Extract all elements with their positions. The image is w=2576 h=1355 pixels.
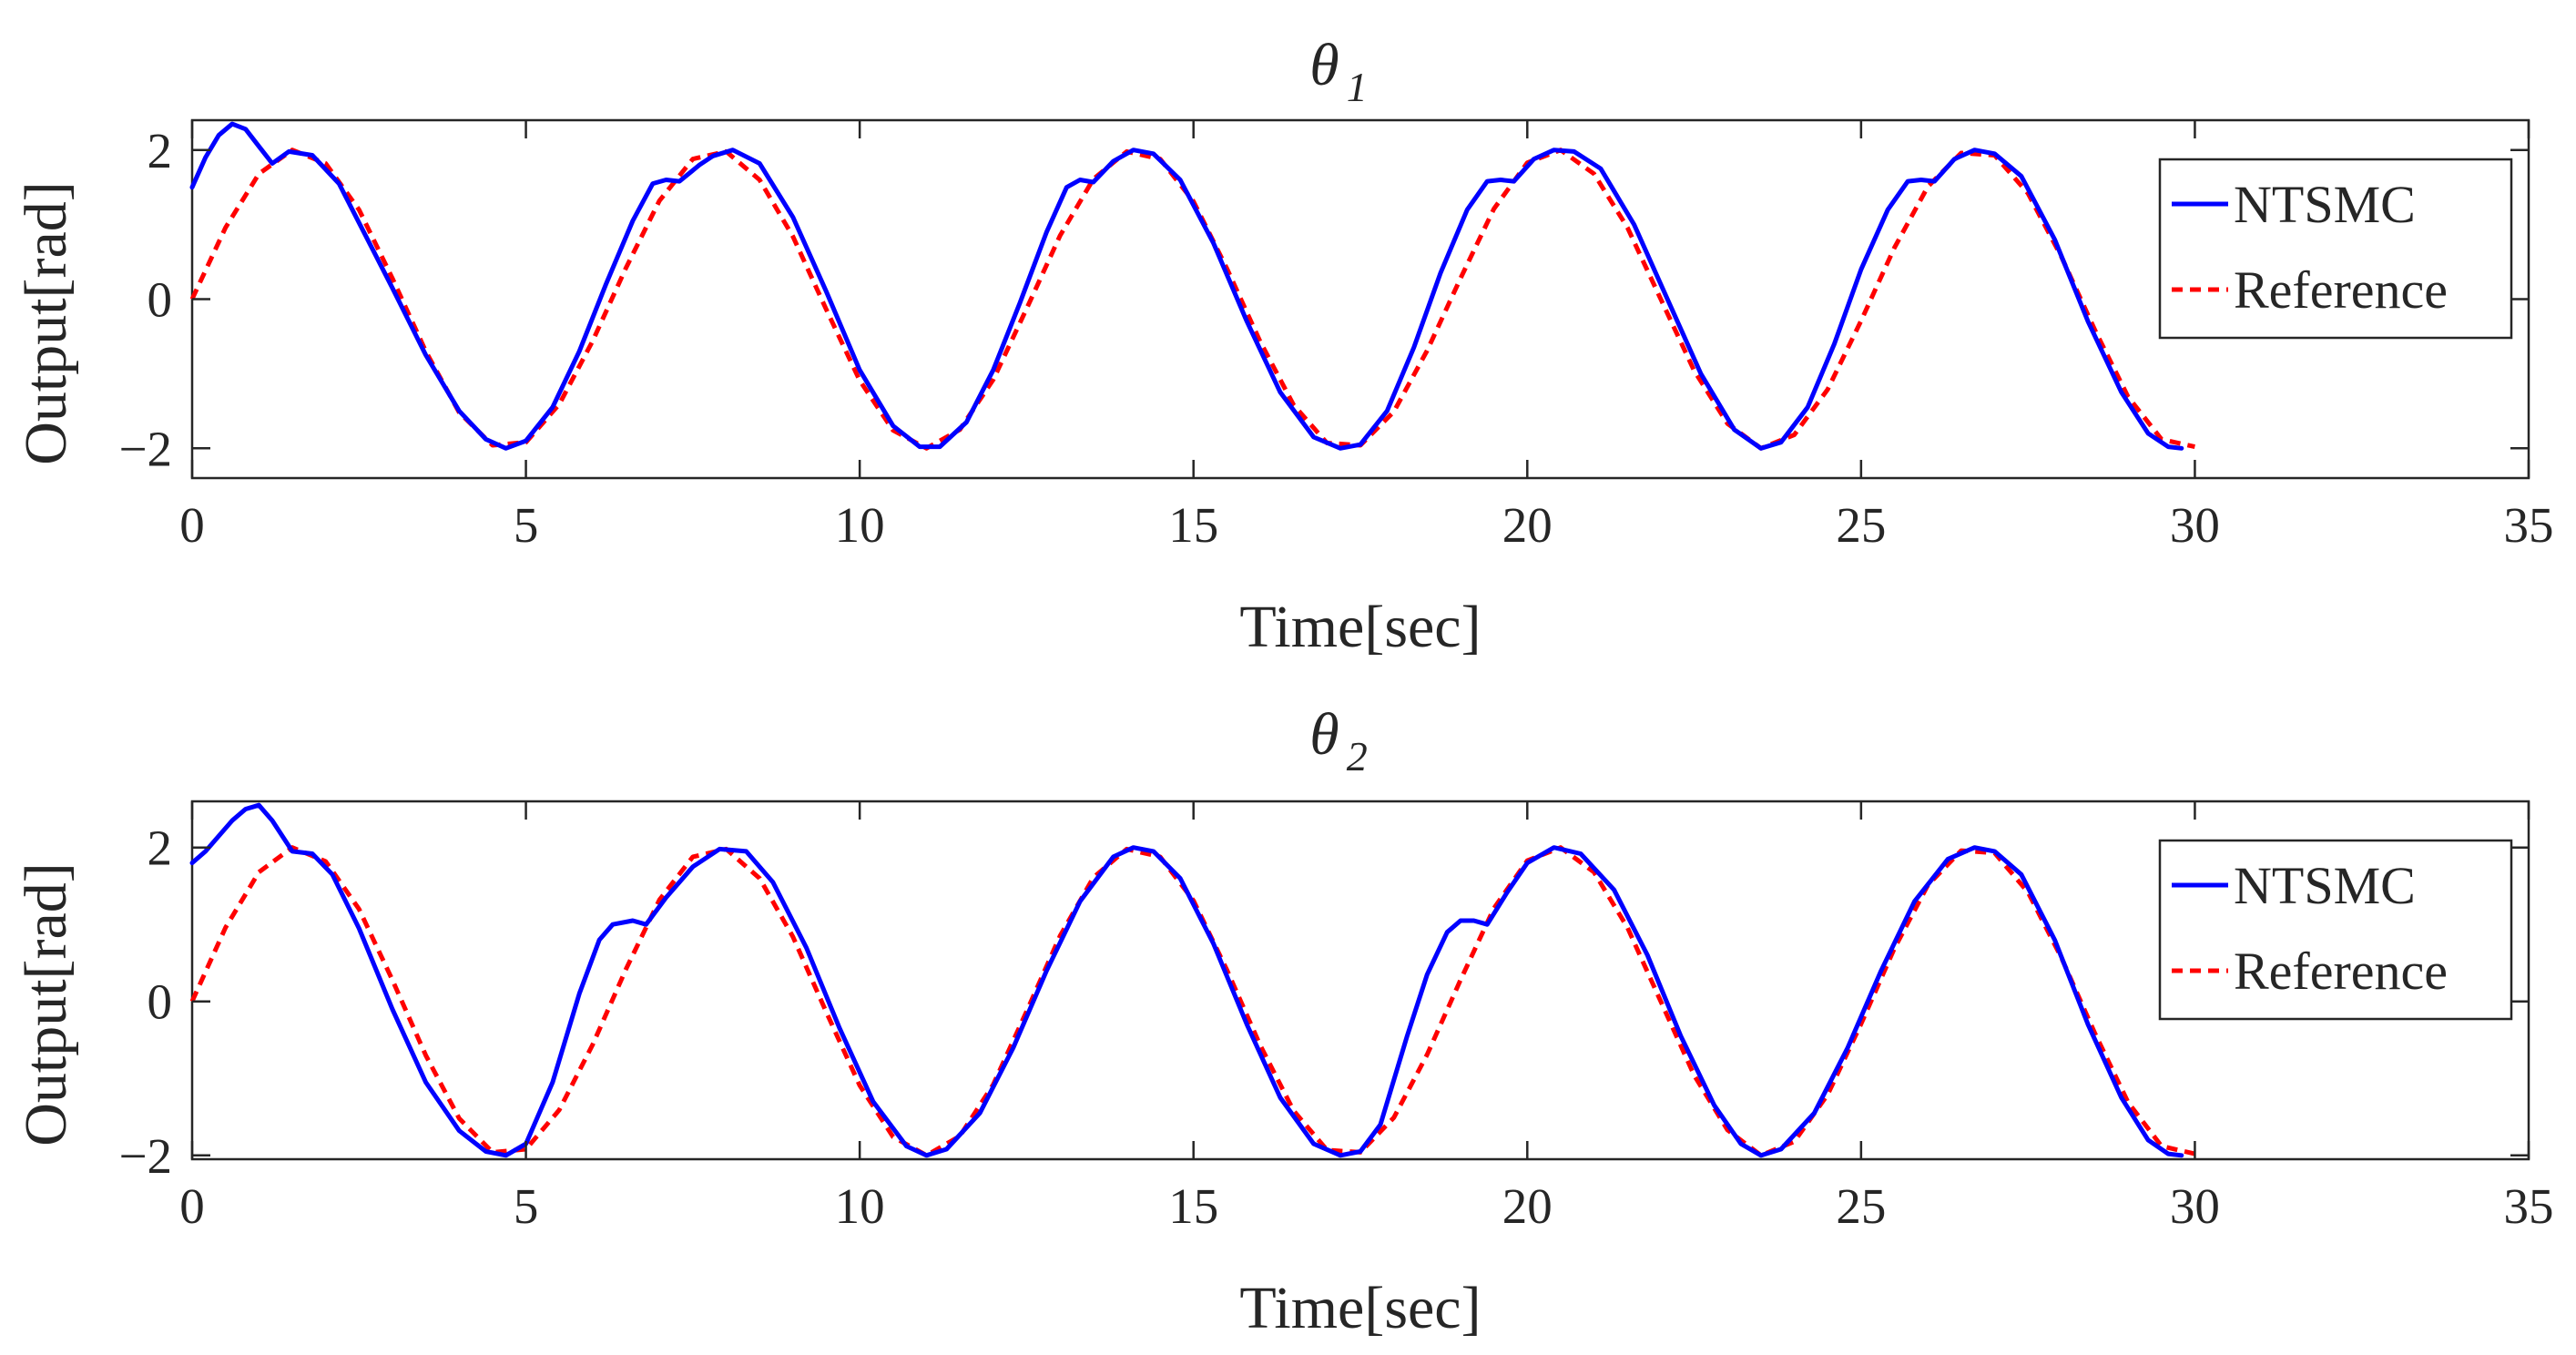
x-tick-label: 30 bbox=[2170, 1178, 2220, 1234]
ticks-layer: 0 5 10 15 20 25 30 35−202 bbox=[118, 801, 2554, 1234]
chart-title-symbol: θ bbox=[1309, 32, 1339, 98]
legend-label-reference: Reference bbox=[2234, 260, 2448, 320]
x-tick-label: 10 bbox=[835, 1178, 885, 1234]
y-axis-label: Output[rad] bbox=[13, 862, 79, 1146]
chart-title-subscript: 1 bbox=[1347, 64, 1368, 110]
y-tick-label: −2 bbox=[118, 421, 172, 476]
series-layer bbox=[189, 802, 2195, 1158]
x-tick-label: 5 bbox=[514, 1178, 539, 1234]
series-layer bbox=[189, 121, 2195, 451]
legend-box bbox=[2158, 158, 2513, 340]
ticks-layer: 0 5 10 15 20 25 30 35−202 bbox=[118, 120, 2554, 553]
x-tick-label: 0 bbox=[179, 497, 205, 553]
x-tick-label: 20 bbox=[1502, 1178, 1553, 1234]
y-tick-label: 0 bbox=[148, 272, 173, 328]
legend-label-reference: Reference bbox=[2234, 942, 2448, 1001]
x-axis-label: Time[sec] bbox=[1239, 594, 1481, 660]
legend-label-ntsmc: NTSMC bbox=[2234, 175, 2416, 234]
x-tick-label: 25 bbox=[1836, 497, 1886, 553]
x-tick-label: 25 bbox=[1836, 1178, 1886, 1234]
legend: NTSMC Reference bbox=[2158, 158, 2513, 340]
y-tick-label: 0 bbox=[148, 974, 173, 1030]
y-axis-label: Output[rad] bbox=[13, 181, 79, 465]
plot-area bbox=[190, 800, 2530, 1161]
x-tick-label: 35 bbox=[2504, 497, 2554, 553]
x-tick-label: 15 bbox=[1168, 497, 1218, 553]
series-line-ntsmc bbox=[189, 802, 2184, 1158]
y-tick-label: −2 bbox=[118, 1128, 172, 1184]
series-line-ntsmc bbox=[189, 121, 2184, 451]
legend-box bbox=[2158, 839, 2513, 1021]
x-tick-label: 0 bbox=[179, 1178, 205, 1234]
x-tick-label: 35 bbox=[2504, 1178, 2554, 1234]
x-tick-label: 10 bbox=[835, 497, 885, 553]
y-tick-label: 2 bbox=[148, 820, 173, 876]
x-tick-label: 5 bbox=[514, 497, 539, 553]
legend: NTSMC Reference bbox=[2158, 839, 2513, 1021]
y-tick-label: 2 bbox=[148, 123, 173, 178]
legend-label-ntsmc: NTSMC bbox=[2234, 856, 2416, 915]
chart-title-symbol: θ bbox=[1309, 701, 1339, 768]
x-tick-label: 15 bbox=[1168, 1178, 1218, 1234]
chart-title-subscript: 2 bbox=[1347, 733, 1368, 779]
x-tick-label: 30 bbox=[2170, 497, 2220, 553]
x-axis-label: Time[sec] bbox=[1239, 1275, 1481, 1341]
x-tick-label: 20 bbox=[1502, 497, 1553, 553]
